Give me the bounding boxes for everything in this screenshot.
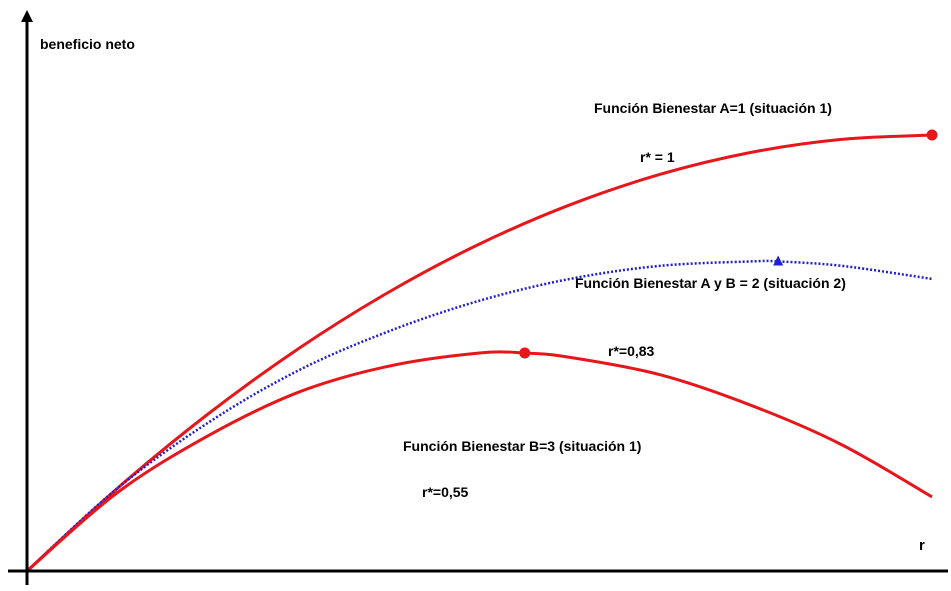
series-a-optimum-label: r* = 1 [640, 149, 675, 165]
x-axis-label: r [919, 537, 925, 554]
optimum-marker-1 [773, 255, 784, 266]
series-a-label: Función Bienestar A=1 (situación 1) [594, 100, 832, 116]
series-ab-optimum-label: r*=0,83 [608, 343, 655, 359]
markers-layer [519, 129, 938, 359]
optimum-marker-0 [926, 129, 938, 141]
series-line-0 [25, 133, 933, 573]
curves-layer [25, 133, 933, 573]
series-ab-label: Función Bienestar A y B = 2 (situación 2… [575, 275, 846, 291]
optimum-marker-2 [519, 347, 531, 359]
series-line-2 [26, 350, 933, 573]
series-b-optimum-label: r*=0,55 [422, 484, 469, 500]
series-b-label: Función Bienestar B=3 (situación 1) [403, 438, 641, 454]
y-axis-label: beneficio neto [40, 36, 135, 52]
series-line-1 [26, 259, 933, 572]
y-axis-arrow [21, 10, 33, 22]
